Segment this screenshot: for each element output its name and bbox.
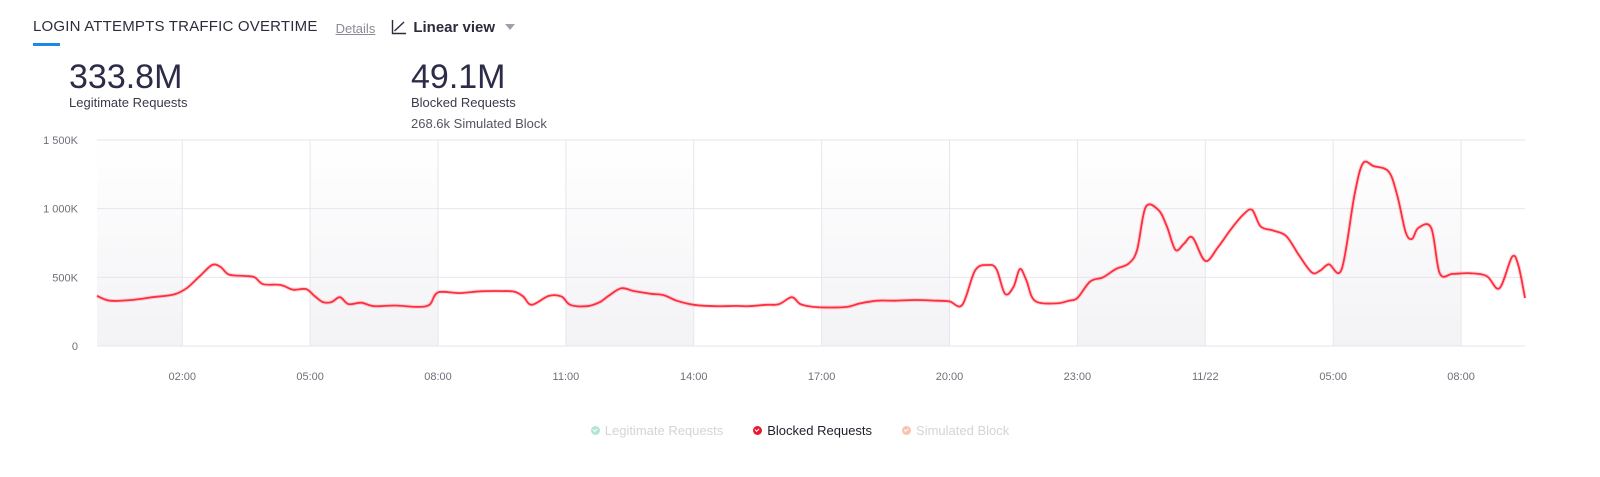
x-tick-label: 08:00 bbox=[424, 371, 452, 383]
stat-label: Legitimate Requests bbox=[69, 95, 188, 110]
x-tick-label: 20:00 bbox=[936, 371, 964, 383]
line-chart: 0 500K 1 000K 1 500K 02:00 05:00 08:00 11:00 14:… bbox=[43, 135, 1527, 383]
y-tick-label: 1 500K bbox=[43, 135, 79, 147]
title-underline bbox=[33, 43, 60, 46]
series-line-blocked bbox=[96, 160, 1526, 309]
x-tick-label: 05:00 bbox=[1319, 371, 1347, 383]
view-mode-dropdown[interactable]: Linear view bbox=[391, 14, 516, 40]
chart-legend: Legitimate Requests Blocked Requests Sim… bbox=[0, 423, 1600, 438]
x-tick-label: 14:00 bbox=[680, 371, 708, 383]
stat-value: 49.1M bbox=[411, 58, 506, 96]
shaded-band bbox=[1333, 140, 1462, 346]
chevron-down-icon bbox=[505, 24, 516, 30]
chart-title: LOGIN ATTEMPTS TRAFFIC OVERTIME bbox=[33, 14, 318, 46]
shaded-band bbox=[565, 140, 694, 346]
y-tick-label: 500K bbox=[52, 272, 78, 284]
line-chart-icon bbox=[392, 20, 407, 35]
x-tick-label: 23:00 bbox=[1064, 371, 1092, 383]
chart-title-text: LOGIN ATTEMPTS TRAFFIC OVERTIME bbox=[33, 18, 318, 35]
legend-label: Blocked Requests bbox=[767, 423, 873, 438]
legend-item-legitimate[interactable]: Legitimate Requests bbox=[590, 423, 724, 438]
shaded-band bbox=[97, 140, 183, 346]
x-tick-label: 17:00 bbox=[808, 371, 836, 383]
y-tick-label: 1 000K bbox=[43, 204, 79, 216]
view-mode-label: Linear view bbox=[413, 18, 496, 36]
legend-check-icon bbox=[902, 426, 912, 435]
stat-value: 333.8M bbox=[69, 58, 183, 96]
x-tick-label: 05:00 bbox=[296, 371, 324, 383]
x-tick-label: 02:00 bbox=[168, 371, 196, 383]
legend-label: Simulated Block bbox=[916, 423, 1010, 438]
legend-check-icon bbox=[590, 426, 600, 435]
x-tick-label: 11/22 bbox=[1192, 371, 1219, 383]
shaded-band bbox=[310, 140, 439, 346]
details-link[interactable]: Details bbox=[335, 21, 376, 36]
x-tick-label: 08:00 bbox=[1447, 371, 1475, 383]
stat-subtext: 268.6k Simulated Block bbox=[411, 116, 547, 131]
legend-item-blocked[interactable]: Blocked Requests bbox=[753, 423, 872, 438]
legend-label: Legitimate Requests bbox=[604, 423, 724, 438]
legend-item-simulated[interactable]: Simulated Block bbox=[902, 423, 1009, 438]
shaded-band bbox=[821, 140, 950, 346]
y-tick-label: 0 bbox=[72, 341, 78, 353]
legend-check-icon bbox=[753, 426, 763, 435]
stat-label: Blocked Requests bbox=[411, 95, 516, 110]
stat-legitimate: 333.8M Legitimate Requests bbox=[69, 58, 188, 110]
x-tick-label: 11:00 bbox=[553, 371, 580, 383]
chart-header: LOGIN ATTEMPTS TRAFFIC OVERTIME Details … bbox=[33, 14, 516, 46]
stat-blocked: 49.1M Blocked Requests 268.6k Simulated … bbox=[411, 58, 547, 131]
